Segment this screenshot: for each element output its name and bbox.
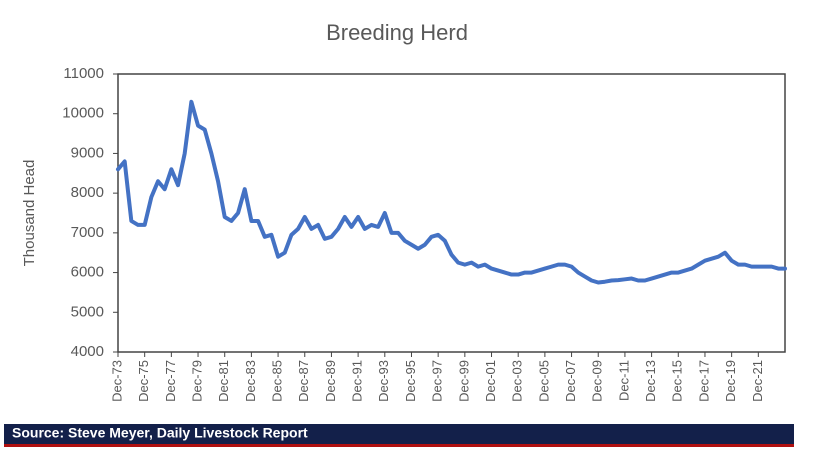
x-tick-label: Dec-97: [430, 360, 445, 402]
y-tick-label: 8000: [71, 184, 104, 201]
y-axis-title: Thousand Head: [21, 160, 38, 267]
y-tick-label: 10000: [62, 105, 104, 122]
x-tick-label: Dec-73: [109, 360, 124, 402]
x-tick-label: Dec-91: [350, 360, 365, 402]
x-tick-label: Dec-13: [643, 360, 658, 402]
y-tick-label: 5000: [71, 303, 104, 320]
x-tick-label: Dec-81: [216, 360, 231, 402]
x-tick-label: Dec-79: [189, 360, 204, 402]
x-tick-label: Dec-77: [163, 360, 178, 402]
y-tick-label: 9000: [71, 144, 104, 161]
x-tick-label: Dec-93: [376, 360, 391, 402]
x-tick-label: Dec-07: [563, 360, 578, 402]
chart-title: Breeding Herd: [326, 20, 468, 45]
source-rule: [4, 444, 794, 447]
x-tick-label: Dec-03: [510, 360, 525, 402]
source-note: Source: Steve Meyer, Daily Livestock Rep…: [12, 425, 308, 441]
x-tick-label: Dec-17: [696, 360, 711, 402]
x-tick-label: Dec-19: [723, 360, 738, 402]
x-tick-label: Dec-09: [590, 360, 605, 402]
y-tick-label: 11000: [63, 65, 104, 82]
x-tick-label: Dec-99: [456, 360, 471, 402]
x-tick-label: Dec-87: [296, 360, 311, 402]
x-tick-label: Dec-11: [616, 360, 631, 401]
x-tick-label: Dec-21: [750, 360, 765, 402]
x-tick-label: Dec-15: [670, 360, 685, 402]
y-tick-label: 6000: [71, 264, 104, 281]
source-bar: [4, 424, 794, 444]
plot-frame: [117, 73, 786, 353]
x-tick-label: Dec-75: [136, 360, 151, 402]
x-tick-label: Dec-95: [403, 360, 418, 402]
x-tick-label: Dec-83: [243, 360, 258, 402]
x-tick-label: Dec-05: [536, 360, 551, 402]
y-tick-label: 4000: [71, 343, 104, 360]
series-line: [116, 99, 787, 285]
x-tick-label: Dec-89: [323, 360, 338, 402]
x-tick-label: Dec-01: [483, 360, 498, 402]
x-tick-label: Dec-85: [270, 360, 285, 402]
y-tick-label: 7000: [71, 224, 104, 241]
